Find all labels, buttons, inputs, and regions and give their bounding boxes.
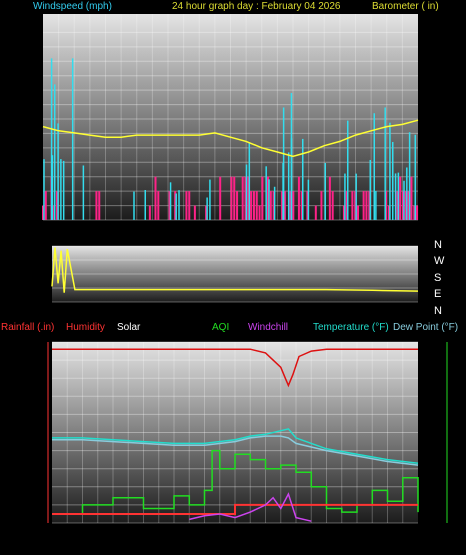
windchill-line <box>189 492 312 522</box>
dewpoint-line <box>52 435 419 466</box>
legend-temperature: Temperature (°F) <box>313 322 389 333</box>
legend-windchill: Windchill <box>248 322 288 333</box>
legend-solar: Solar <box>117 322 141 333</box>
windspeed-title: Windspeed (mph) <box>33 1 112 12</box>
graph-date-title: 24 hour graph day : February 04 2026 <box>172 1 341 12</box>
wind-direction-line <box>51 247 419 293</box>
rainfall-line <box>52 503 418 515</box>
direction-panel <box>52 246 418 302</box>
humidity-line <box>52 348 418 388</box>
compass-s: S <box>434 272 441 284</box>
legend-humidity: Humidity <box>66 322 105 333</box>
barometer-line <box>42 119 419 158</box>
compass-w: W <box>434 255 445 267</box>
legend-rainfall: Rainfall (.in) <box>1 322 54 333</box>
temperature-line <box>52 428 419 465</box>
compass-e: E <box>434 288 441 300</box>
barometer-title: Barometer ( in) <box>372 1 439 12</box>
legend-aqi: AQI <box>212 322 229 333</box>
legend-dewpoint: Dew Point (°F) <box>393 322 458 333</box>
temperature-panel <box>52 342 418 523</box>
compass-n-top: N <box>434 239 442 251</box>
compass-n-bottom: N <box>434 305 442 317</box>
